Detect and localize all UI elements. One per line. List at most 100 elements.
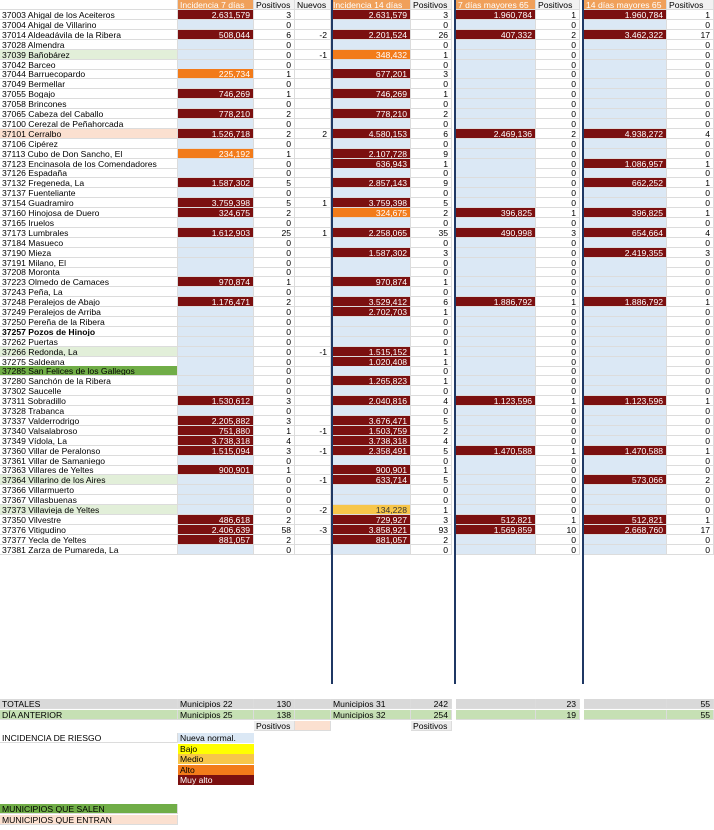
previous-row: DÍA ANTERIOR Municipios 25 138 Municipio… — [0, 710, 714, 720]
incidencia-14-cell: 729,927 — [331, 514, 411, 525]
salen-row: MUNICIPIOS QUE SALEN — [0, 804, 714, 814]
municipio-name: 37262 Puertas — [0, 336, 178, 347]
municipio-name: 37126 Espadaña — [0, 168, 178, 179]
incidencia-7-cell — [178, 19, 254, 30]
positivos-m7-cell: 0 — [536, 178, 580, 189]
mayores-14-cell — [584, 59, 667, 70]
positivos-14-cell: 0 — [411, 455, 452, 466]
positivos-m7-cell: 0 — [536, 109, 580, 119]
mayores-7-cell: 490,998 — [456, 227, 536, 238]
positivos-m14-cell: 0 — [667, 168, 714, 179]
nuevos-cell — [295, 208, 331, 218]
positivos-m14-cell: 0 — [667, 356, 714, 367]
positivos-m7-cell: 0 — [536, 118, 580, 129]
separator-line-14 — [331, 0, 333, 684]
table-row: 37106 Cipérez 0 0 0 0 — [0, 138, 714, 149]
positivos-7-cell: 0 — [254, 485, 295, 496]
separator-line-m7 — [454, 0, 456, 684]
totals-pm7: 23 — [536, 699, 580, 709]
incidencia-14-cell: 4.580,153 — [331, 128, 411, 139]
municipio-name: 37302 Saucelle — [0, 386, 178, 397]
table-row: 37049 Bermellar 0 0 0 0 — [0, 79, 714, 90]
positivos-m7-cell: 3 — [536, 227, 580, 238]
nuevos-cell — [295, 415, 331, 426]
incidencia-7-cell: 508,044 — [178, 29, 254, 40]
incidencia-7-cell: 778,210 — [178, 109, 254, 119]
mayores-7-cell: 2.469,136 — [456, 128, 536, 139]
positivos-7-cell: 1 — [254, 425, 295, 436]
positivos-7-cell: 6 — [254, 29, 295, 40]
municipio-name: 37028 Almendra — [0, 39, 178, 50]
positivos-7-cell: 0 — [254, 366, 295, 377]
positivos-m7-cell: 0 — [536, 188, 580, 199]
incidencia-7-cell — [178, 316, 254, 327]
positivos-14-cell: 0 — [411, 99, 452, 110]
positivos-m7-cell: 0 — [536, 49, 580, 60]
nuevos-cell — [295, 59, 331, 70]
positivos-m14-cell: 0 — [667, 118, 714, 129]
previous-label: DÍA ANTERIOR — [0, 710, 178, 720]
incidencia-7-cell — [178, 544, 254, 555]
table-row: 37275 Saldeana 0 1.020,408 1 0 0 — [0, 356, 714, 367]
incidencia-7-cell: 1.526,718 — [178, 128, 254, 139]
mayores-7-cell — [456, 356, 536, 367]
nuevos-cell: 2 — [295, 128, 331, 139]
municipio-name: 37014 Aldeadávila de la Ribera — [0, 29, 178, 40]
positivos-14-cell: 4 — [411, 396, 452, 407]
mayores-14-cell — [584, 386, 667, 397]
municipio-name: 37055 Bogajo — [0, 89, 178, 100]
positivos-14-cell: 26 — [411, 29, 452, 40]
mayores-14-cell: 1.123,596 — [584, 396, 667, 407]
nuevos-cell — [295, 406, 331, 416]
positivos-m14-cell: 1 — [667, 396, 714, 407]
nuevos-cell — [295, 79, 331, 90]
positivos-m14-cell: 0 — [667, 287, 714, 298]
positivos-m14-cell: 0 — [667, 138, 714, 149]
nuevos-cell — [295, 237, 331, 248]
positivos-7-cell: 0 — [254, 39, 295, 50]
table-row: 37208 Moronta 0 0 0 0 — [0, 267, 714, 278]
municipio-name: 37003 Ahigal de los Aceiteros — [0, 10, 178, 20]
mayores-7-cell — [456, 346, 536, 357]
municipio-name: 37154 Guadramiro — [0, 198, 178, 209]
nuevos-cell — [295, 386, 331, 397]
incidencia-7-cell — [178, 287, 254, 298]
mayores-7-cell — [456, 376, 536, 387]
table-row: 37328 Trabanca 0 0 0 0 — [0, 406, 714, 416]
previous-pos14: 254 — [411, 710, 452, 720]
positivos-m7-cell: 1 — [536, 297, 580, 308]
mayores-7-cell — [456, 39, 536, 50]
positivos-m7-cell: 0 — [536, 495, 580, 506]
positivos-14-cell: 93 — [411, 524, 452, 535]
header-mayores-14: 14 días mayores 65 — [584, 0, 667, 10]
incidencia-7-cell — [178, 188, 254, 199]
positivos-7-cell: 1 — [254, 69, 295, 80]
nuevos-cell — [295, 257, 331, 268]
incidencia-14-cell — [331, 118, 411, 129]
positivos-m7-cell: 0 — [536, 59, 580, 70]
positivos-m7-cell: 0 — [536, 485, 580, 496]
incidencia-14-cell — [331, 138, 411, 149]
positivos-m14-cell: 0 — [667, 198, 714, 209]
mayores-14-cell — [584, 356, 667, 367]
incidencia-14-cell: 3.759,398 — [331, 198, 411, 209]
municipio-name: 37361 Villar de Samaniego — [0, 455, 178, 466]
positivos-14-cell: 1 — [411, 277, 452, 288]
mayores-7-cell — [456, 505, 536, 515]
legend-row: Alto — [0, 764, 714, 775]
mayores-7-cell — [456, 425, 536, 436]
positivos-m7-cell: 0 — [536, 69, 580, 80]
positivos-7-cell: 5 — [254, 198, 295, 209]
nuevos-cell — [295, 465, 331, 476]
nuevos-cell — [295, 514, 331, 525]
incidencia-14-cell — [331, 59, 411, 70]
positivos-m14-cell: 0 — [667, 326, 714, 337]
positivos-m7-cell: 0 — [536, 39, 580, 50]
municipio-name: 37266 Redonda, La — [0, 346, 178, 357]
nuevos-cell — [295, 69, 331, 80]
positivos-7-cell: 0 — [254, 336, 295, 347]
mayores-14-cell — [584, 287, 667, 298]
incidencia-7-cell: 746,269 — [178, 89, 254, 100]
positivos-7-cell: 1 — [254, 148, 295, 159]
nuevos-cell — [295, 217, 331, 228]
